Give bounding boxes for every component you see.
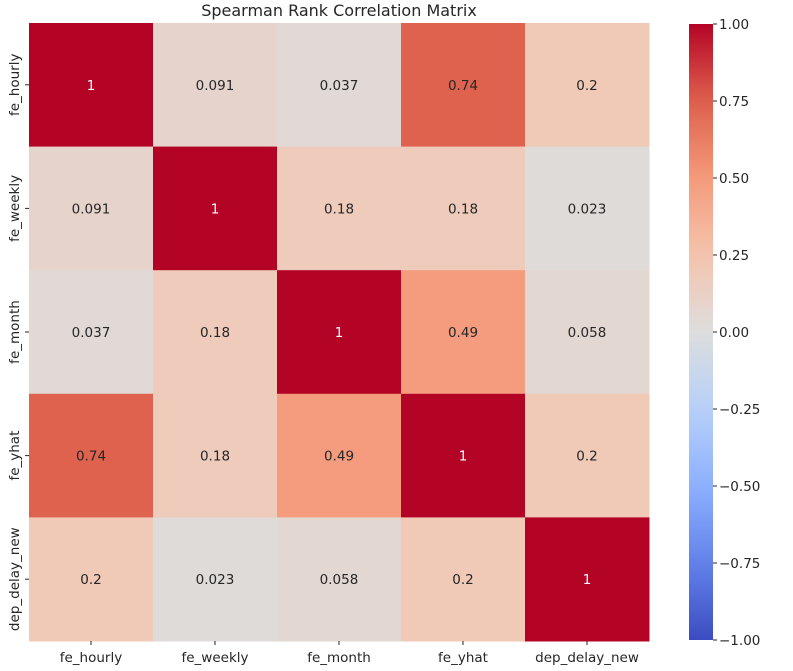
cell-annotation: 0.058 xyxy=(320,572,359,588)
chart-title: Spearman Rank Correlation Matrix xyxy=(201,1,477,20)
x-axis: fe_hourly fe_weekly fe_month fe_yhat dep_del… xyxy=(60,641,639,666)
heatmap-cell-3-0 xyxy=(29,393,154,518)
cell-annotation: 0.058 xyxy=(568,325,607,341)
cell-annotation: 0.74 xyxy=(448,78,478,94)
heatmap-cell-4-3 xyxy=(401,517,526,642)
cell-annotation: 0.2 xyxy=(80,572,101,588)
heatmap-cell-0-1 xyxy=(153,23,278,148)
heatmap-cell-2-2 xyxy=(277,270,402,395)
colorbar-tick-label: −0.50 xyxy=(719,479,760,495)
colorbar-tick-label: 0.50 xyxy=(719,171,749,187)
heatmap-cell-3-3 xyxy=(401,393,526,518)
heatmap-cell-2-3 xyxy=(401,270,526,395)
heatmap-cell-0-4 xyxy=(525,23,650,148)
y-tick-label: fe_weekly xyxy=(7,175,23,242)
x-tick-label: fe_yhat xyxy=(438,650,488,666)
heatmap-cell-2-4 xyxy=(525,270,650,395)
heatmap-cell-4-4 xyxy=(525,517,650,642)
heatmap-cells xyxy=(29,23,650,642)
cell-annotation: 1 xyxy=(211,201,220,217)
heatmap-cell-2-1 xyxy=(153,270,278,395)
cell-annotation: 1 xyxy=(459,449,468,465)
colorbar-tick-label: 0.75 xyxy=(719,94,749,110)
x-tick-label: fe_weekly xyxy=(181,650,248,666)
heatmap-cell-2-0 xyxy=(29,270,154,395)
heatmap-cell-4-1 xyxy=(153,517,278,642)
heatmap-cell-1-4 xyxy=(525,146,650,271)
cell-annotation: 0.18 xyxy=(324,201,354,217)
cell-annotation: 0.18 xyxy=(448,201,478,217)
heatmap-cell-4-2 xyxy=(277,517,402,642)
colorbar-tick-label: −0.25 xyxy=(719,402,760,418)
cell-annotation: 0.091 xyxy=(72,201,111,217)
cell-annotation: 1 xyxy=(87,78,96,94)
colorbar-tick-label: −1.00 xyxy=(719,633,760,649)
heatmap-cell-3-4 xyxy=(525,393,650,518)
x-tick-label: dep_delay_new xyxy=(535,650,639,666)
cell-annotation: 0.18 xyxy=(200,449,230,465)
cell-annotation: 0.2 xyxy=(576,78,597,94)
y-tick-label: fe_yhat xyxy=(7,431,23,481)
cell-annotation: 0.49 xyxy=(324,449,354,465)
cell-annotations: 1 0.091 0.037 0.74 0.2 0.091 1 0.18 0.18 0.023 0.0… xyxy=(72,78,607,588)
heatmap-cell-3-2 xyxy=(277,393,402,518)
x-tick-label: fe_month xyxy=(307,650,371,666)
heatmap-cell-1-2 xyxy=(277,146,402,271)
heatmap-cell-3-1 xyxy=(153,393,278,518)
cell-annotation: 0.2 xyxy=(452,572,473,588)
cell-annotation: 1 xyxy=(583,572,592,588)
colorbar-tick-label: 1.00 xyxy=(719,17,749,33)
cell-annotation: 1 xyxy=(335,325,344,341)
cell-annotation: 0.023 xyxy=(568,201,607,217)
heatmap-cell-1-3 xyxy=(401,146,526,271)
cell-annotation: 0.49 xyxy=(448,325,478,341)
heatmap-cell-0-0 xyxy=(29,23,154,148)
heatmap-cell-1-1 xyxy=(153,146,278,271)
y-tick-label: fe_hourly xyxy=(7,54,23,116)
colorbar-tick-label: 0.00 xyxy=(719,325,749,341)
colorbar: 1.00 0.75 0.50 0.25 0.00 −0.25 −0.50 −0.75 −1.00 xyxy=(689,17,760,649)
heatmap-cell-0-2 xyxy=(277,23,402,148)
cell-annotation: 0.037 xyxy=(320,78,359,94)
y-tick-label: dep_delay_new xyxy=(7,527,23,631)
heatmap-cell-4-0 xyxy=(29,517,154,642)
y-tick-label: fe_month xyxy=(7,300,23,364)
cell-annotation: 0.037 xyxy=(72,325,111,341)
cell-annotation: 0.2 xyxy=(576,449,597,465)
colorbar-gradient xyxy=(689,24,713,640)
heatmap-cell-0-3 xyxy=(401,23,526,148)
cell-annotation: 0.74 xyxy=(76,449,106,465)
colorbar-tick-label: −0.75 xyxy=(719,556,760,572)
heatmap-cell-1-0 xyxy=(29,146,154,271)
cell-annotation: 0.023 xyxy=(196,572,235,588)
cell-annotation: 0.18 xyxy=(200,325,230,341)
y-axis: fe_hourly fe_weekly fe_month fe_yhat dep_del… xyxy=(7,54,29,631)
x-tick-label: fe_hourly xyxy=(60,650,122,666)
cell-annotation: 0.091 xyxy=(196,78,235,94)
colorbar-tick-label: 0.25 xyxy=(719,248,749,264)
